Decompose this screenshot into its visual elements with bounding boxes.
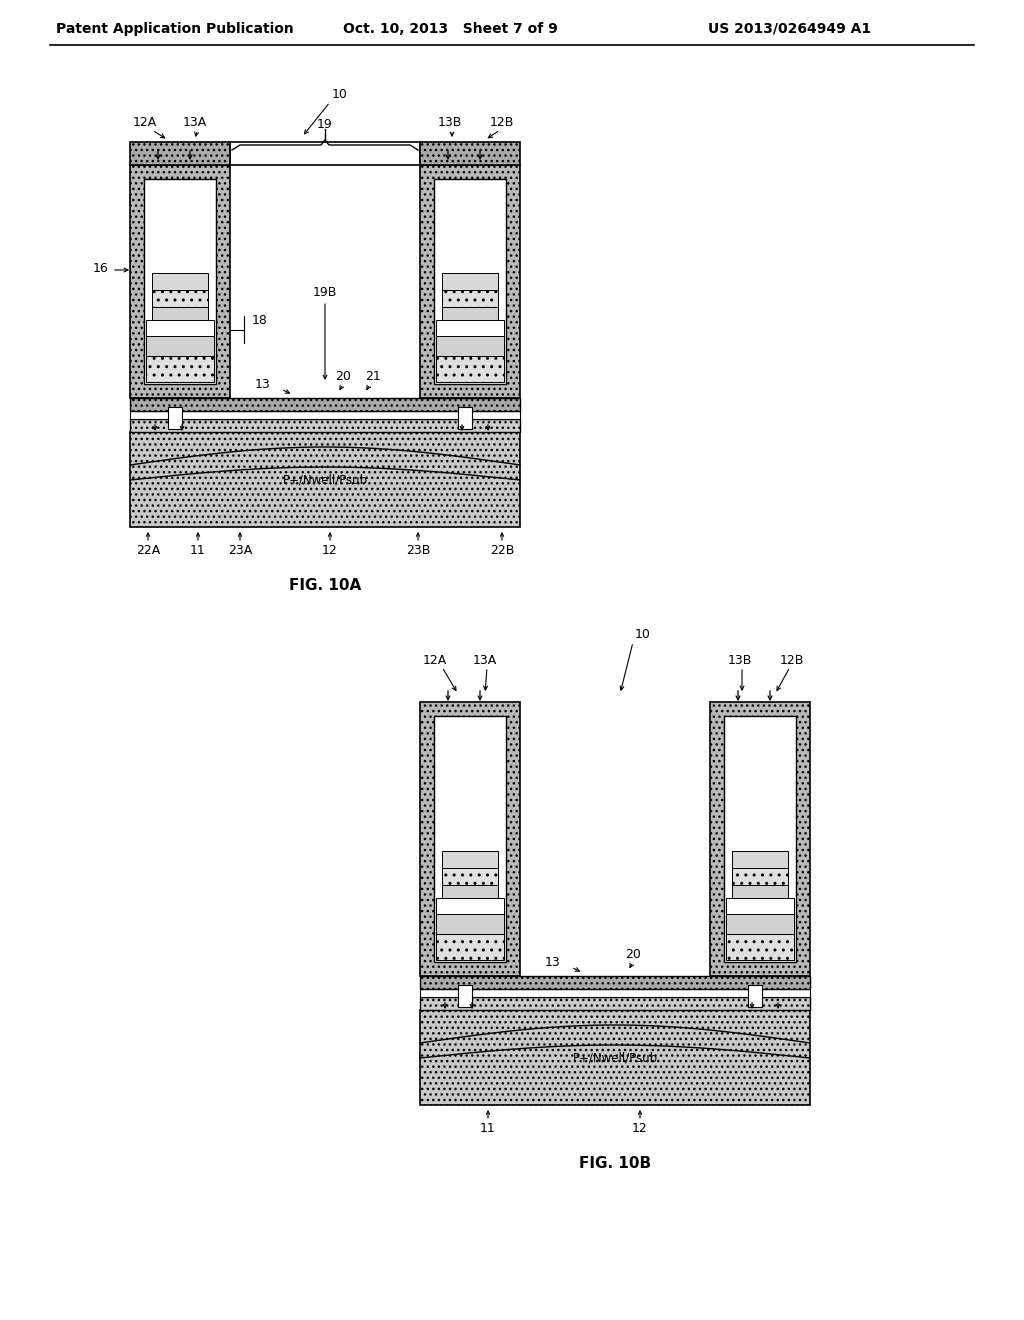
Text: Oct. 10, 2013   Sheet 7 of 9: Oct. 10, 2013 Sheet 7 of 9	[343, 22, 557, 36]
Bar	[146, 356, 214, 381]
Bar	[436, 935, 504, 960]
Bar	[434, 180, 506, 384]
Bar	[152, 290, 208, 308]
Bar	[144, 180, 216, 384]
Text: 13A: 13A	[473, 653, 497, 667]
Text: 12B: 12B	[489, 116, 514, 129]
Bar	[726, 935, 794, 960]
Text: 13A: 13A	[183, 116, 207, 129]
Bar	[436, 356, 504, 381]
Text: US 2013/0264949 A1: US 2013/0264949 A1	[709, 22, 871, 36]
Bar	[436, 913, 504, 935]
Text: 23B: 23B	[406, 544, 430, 557]
Text: 11: 11	[190, 544, 206, 557]
Bar	[130, 399, 520, 411]
Bar	[442, 869, 498, 884]
Text: 19B: 19B	[312, 286, 337, 300]
Bar	[420, 143, 520, 165]
Bar	[420, 989, 810, 997]
Bar	[726, 898, 794, 913]
Bar	[442, 273, 498, 290]
Text: P+/Nwell/Psub: P+/Nwell/Psub	[283, 474, 368, 487]
Bar	[442, 290, 498, 308]
Bar	[436, 319, 504, 337]
Text: 23A: 23A	[228, 544, 252, 557]
Bar	[434, 715, 506, 962]
Bar	[458, 407, 472, 429]
Bar	[420, 975, 810, 989]
Text: 12B: 12B	[780, 653, 804, 667]
Bar	[130, 411, 520, 418]
Bar	[710, 702, 810, 975]
Bar	[420, 997, 810, 1010]
Text: 10: 10	[332, 88, 348, 102]
Bar	[442, 851, 498, 869]
Text: FIG. 10A: FIG. 10A	[289, 578, 361, 593]
Text: 16: 16	[92, 261, 108, 275]
Bar	[442, 884, 498, 898]
Text: 12: 12	[632, 1122, 648, 1135]
Bar	[436, 898, 504, 913]
Text: P+/Nwell/Psub: P+/Nwell/Psub	[572, 1052, 657, 1064]
Bar	[130, 432, 520, 527]
Bar	[458, 985, 472, 1007]
Text: 20: 20	[335, 370, 351, 383]
Text: 11: 11	[480, 1122, 496, 1135]
Bar	[130, 143, 230, 165]
Bar	[420, 1010, 810, 1105]
Bar	[732, 869, 788, 884]
Text: 22B: 22B	[489, 544, 514, 557]
Text: 22A: 22A	[136, 544, 160, 557]
Text: 13B: 13B	[438, 116, 462, 129]
Text: 20: 20	[625, 948, 641, 961]
Bar	[168, 407, 182, 429]
Text: Patent Application Publication: Patent Application Publication	[56, 22, 294, 36]
Bar	[130, 165, 230, 399]
Text: 21: 21	[366, 370, 381, 383]
Bar	[442, 308, 498, 319]
Bar	[146, 319, 214, 337]
Text: 13: 13	[255, 378, 271, 391]
Text: FIG. 10B: FIG. 10B	[579, 1155, 651, 1171]
Bar	[436, 337, 504, 356]
Bar	[732, 851, 788, 869]
Bar	[152, 308, 208, 319]
Bar	[420, 165, 520, 399]
Bar	[748, 985, 762, 1007]
Bar	[130, 418, 520, 432]
Text: 10: 10	[635, 627, 651, 640]
Text: 12A: 12A	[423, 653, 447, 667]
Text: 19: 19	[317, 119, 333, 132]
Text: 13: 13	[545, 956, 561, 969]
Bar	[732, 884, 788, 898]
Bar	[724, 715, 796, 962]
Text: 13B: 13B	[728, 653, 753, 667]
Bar	[726, 913, 794, 935]
Bar	[152, 273, 208, 290]
Text: 12A: 12A	[133, 116, 157, 129]
Text: 12: 12	[323, 544, 338, 557]
Bar	[146, 337, 214, 356]
Bar	[230, 143, 420, 165]
Bar	[420, 702, 520, 975]
Text: 18: 18	[252, 314, 268, 326]
